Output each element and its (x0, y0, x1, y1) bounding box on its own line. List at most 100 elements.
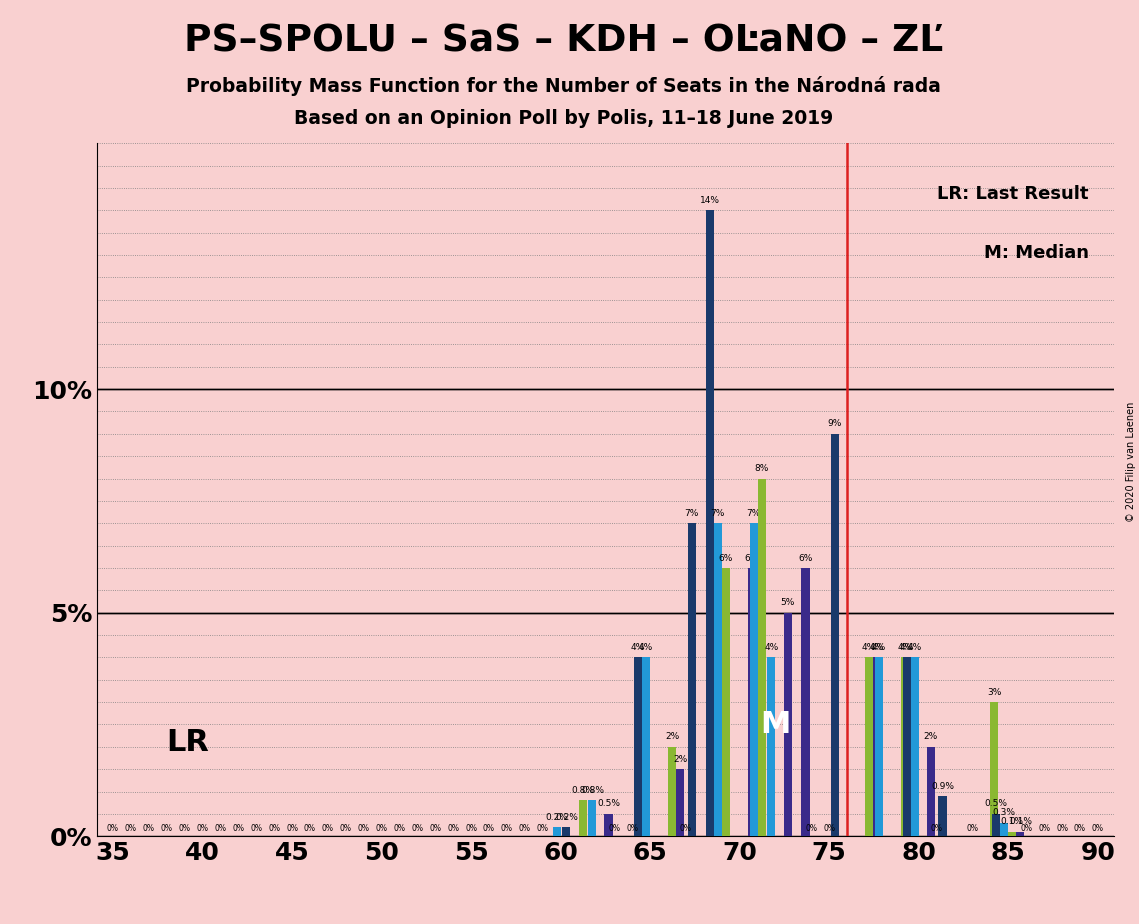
Text: M: M (761, 710, 790, 739)
Bar (677, 769, 685, 836)
Bar (991, 702, 999, 836)
Text: 0%: 0% (518, 823, 531, 833)
Bar (802, 568, 810, 836)
Bar (757, 479, 765, 836)
Text: 0%: 0% (376, 823, 387, 833)
Text: 14%: 14% (699, 196, 720, 205)
Text: 0.5%: 0.5% (985, 799, 1008, 808)
Text: 0%: 0% (142, 823, 155, 833)
Bar (722, 568, 730, 836)
Text: M: Median: M: Median (983, 244, 1089, 261)
Text: 4%: 4% (900, 643, 913, 652)
Text: 0.8%: 0.8% (571, 786, 595, 795)
Text: 0%: 0% (411, 823, 424, 833)
Text: 4%: 4% (639, 643, 654, 652)
Bar (768, 657, 776, 836)
Bar (874, 657, 882, 836)
Text: 7%: 7% (685, 509, 699, 517)
Bar (831, 434, 839, 836)
Bar (605, 814, 613, 836)
Text: 0%: 0% (448, 823, 459, 833)
Text: 4%: 4% (908, 643, 921, 652)
Text: 0%: 0% (339, 823, 352, 833)
Bar (634, 657, 642, 836)
Text: 3%: 3% (988, 687, 1001, 697)
Text: 0%: 0% (358, 823, 370, 833)
Text: PS–SPOLU – SaS – KDH – OĿaNO – ZĽ: PS–SPOLU – SaS – KDH – OĿaNO – ZĽ (185, 23, 943, 59)
Text: 0%: 0% (429, 823, 441, 833)
Bar (749, 523, 757, 836)
Text: 6%: 6% (745, 553, 759, 563)
Text: 0%: 0% (536, 823, 549, 833)
Text: 0%: 0% (680, 823, 693, 833)
Bar (911, 657, 919, 836)
Text: 0%: 0% (1056, 823, 1068, 833)
Text: 0%: 0% (161, 823, 173, 833)
Text: 0%: 0% (501, 823, 513, 833)
Text: 0%: 0% (931, 823, 943, 833)
Text: 9%: 9% (828, 419, 842, 429)
Text: 0.1%: 0.1% (1009, 818, 1032, 826)
Text: © 2020 Filip van Laenen: © 2020 Filip van Laenen (1126, 402, 1136, 522)
Text: 0%: 0% (608, 823, 621, 833)
Text: 5%: 5% (780, 599, 795, 607)
Text: 0.5%: 0.5% (597, 799, 620, 808)
Text: 4%: 4% (898, 643, 912, 652)
Text: LR: Last Result: LR: Last Result (937, 185, 1089, 202)
Bar (927, 747, 935, 836)
Text: 8%: 8% (754, 464, 769, 473)
Text: 0%: 0% (1038, 823, 1050, 833)
Text: 6%: 6% (719, 553, 734, 563)
Text: 0%: 0% (1021, 823, 1032, 833)
Bar (706, 211, 714, 836)
Text: 2%: 2% (665, 733, 679, 741)
Text: 6%: 6% (798, 553, 813, 563)
Bar (589, 800, 597, 836)
Text: 0%: 0% (805, 823, 818, 833)
Text: 0%: 0% (286, 823, 298, 833)
Text: 0%: 0% (125, 823, 137, 833)
Text: 0.9%: 0.9% (931, 782, 954, 791)
Bar (902, 657, 911, 836)
Text: 0.2%: 0.2% (555, 813, 577, 822)
Bar (563, 827, 571, 836)
Bar (669, 747, 677, 836)
Bar (992, 814, 1000, 836)
Text: 0%: 0% (626, 823, 638, 833)
Bar (688, 523, 696, 836)
Text: 4%: 4% (862, 643, 876, 652)
Text: LR: LR (166, 728, 208, 757)
Text: Probability Mass Function for the Number of Seats in the Národná rada: Probability Mass Function for the Number… (187, 76, 941, 96)
Text: 7%: 7% (711, 509, 724, 517)
Text: 0%: 0% (107, 823, 118, 833)
Text: Based on an Opinion Poll by Polis, 11–18 June 2019: Based on an Opinion Poll by Polis, 11–18… (294, 109, 834, 128)
Text: 0%: 0% (214, 823, 227, 833)
Text: 2%: 2% (924, 733, 937, 741)
Bar (1008, 832, 1016, 836)
Text: 0.1%: 0.1% (1001, 818, 1024, 826)
Text: 0%: 0% (322, 823, 334, 833)
Text: 0%: 0% (1074, 823, 1085, 833)
Text: 4%: 4% (631, 643, 645, 652)
Bar (579, 800, 587, 836)
Text: 0%: 0% (823, 823, 835, 833)
Text: 0%: 0% (179, 823, 190, 833)
Text: 0%: 0% (1092, 823, 1104, 833)
Text: 0.8%: 0.8% (581, 786, 604, 795)
Text: 2%: 2% (673, 755, 687, 764)
Bar (642, 657, 650, 836)
Bar (875, 657, 883, 836)
Text: 0%: 0% (483, 823, 495, 833)
Bar (714, 523, 722, 836)
Text: 0%: 0% (196, 823, 208, 833)
Text: 0.3%: 0.3% (993, 808, 1016, 818)
Text: 4%: 4% (871, 643, 886, 652)
Bar (865, 657, 874, 836)
Bar (901, 657, 909, 836)
Text: 7%: 7% (746, 509, 761, 517)
Bar (1000, 822, 1008, 836)
Text: 0%: 0% (232, 823, 244, 833)
Text: 0%: 0% (465, 823, 477, 833)
Text: 0%: 0% (251, 823, 262, 833)
Bar (784, 613, 792, 836)
